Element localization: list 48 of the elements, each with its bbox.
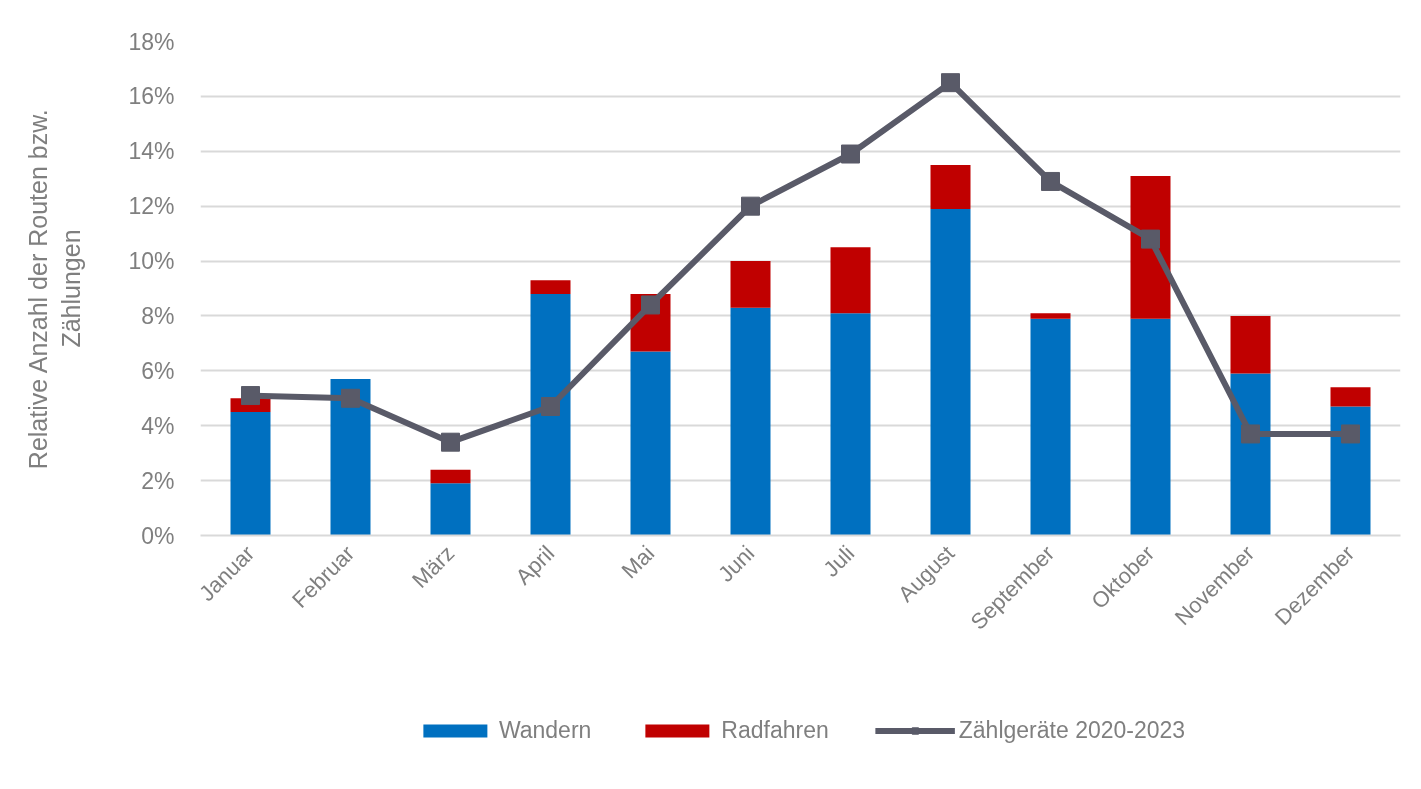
legend-label: Wandern (498, 716, 592, 744)
point (641, 295, 660, 315)
y-axis-title: Relative Anzahl der Routen bzw. Zählungen (23, 109, 86, 470)
y-tick-label: 12% (128, 193, 175, 220)
bar (1330, 387, 1371, 407)
bar (830, 313, 871, 536)
y-tick-label: 8% (141, 302, 175, 329)
bar (530, 293, 571, 536)
point (1241, 424, 1260, 444)
bar (230, 412, 271, 536)
y-tick-label: 14% (128, 138, 175, 165)
point (241, 386, 260, 406)
point (841, 144, 860, 164)
bar (1330, 406, 1371, 536)
y-tick-label: 0% (141, 522, 175, 549)
y-tick-label: 16% (128, 83, 175, 110)
bar (1230, 315, 1271, 374)
point (741, 196, 760, 216)
bar (1030, 313, 1071, 319)
y-tick-label: 4% (141, 412, 175, 439)
y-tick-label: 2% (141, 467, 175, 494)
point (941, 73, 960, 93)
point (1141, 229, 1160, 249)
point (541, 397, 560, 417)
point (341, 388, 360, 408)
y-tick-label: 10% (128, 248, 175, 275)
bar (430, 483, 471, 536)
bar (1030, 318, 1071, 536)
bar (1130, 318, 1171, 536)
bar (630, 351, 671, 536)
y-tick-label: 6% (141, 357, 175, 384)
bar (730, 307, 771, 536)
point (1341, 424, 1360, 444)
x-tick-label: Mai (616, 540, 660, 584)
x-tick-label: Juli (818, 540, 860, 582)
bar (830, 247, 871, 314)
bar (330, 379, 371, 536)
bar (930, 208, 971, 536)
bar (430, 469, 471, 484)
bar (1230, 373, 1271, 536)
point (441, 432, 460, 452)
y-tick-label: 18% (128, 28, 175, 55)
bar (730, 261, 771, 308)
legend-label: Zählgeräte 2020-2023 (958, 716, 1186, 744)
point (1041, 171, 1060, 191)
bar (530, 280, 571, 294)
legend-label: Radfahren (721, 716, 829, 744)
bar (930, 165, 971, 209)
